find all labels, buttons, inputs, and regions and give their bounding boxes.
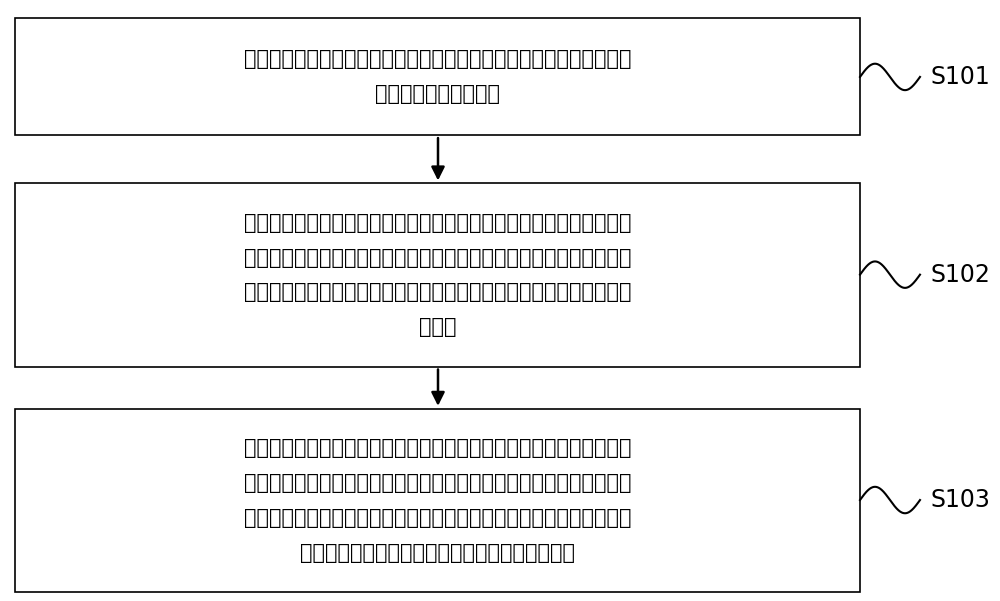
Text: 以及所述流动周期，获取谢尔兹数、泥沙沉降速度和泥沙在输沙层内的: 以及所述流动周期，获取谢尔兹数、泥沙沉降速度和泥沙在输沙层内的 xyxy=(244,248,631,267)
Text: 所述泥沙的相位残留，获取含沙动床面受水流侵蚀的深度、往复流边界: 所述泥沙的相位残留，获取含沙动床面受水流侵蚀的深度、往复流边界 xyxy=(244,508,631,528)
Text: 泥沙粒径以及流动周期: 泥沙粒径以及流动周期 xyxy=(375,84,500,104)
Text: S102: S102 xyxy=(930,263,990,287)
FancyBboxPatch shape xyxy=(15,409,860,592)
Text: 位残留: 位残留 xyxy=(419,317,456,337)
Text: 沉降时间与流动周期的比值，并获取泥沙对流速的相位漂移和泥沙的相: 沉降时间与流动周期的比值，并获取泥沙对流速的相位漂移和泥沙的相 xyxy=(244,282,631,302)
Text: 以所述外边界层流动速度为边界条件，根据所述泥沙粒径、所述流动周: 以所述外边界层流动速度为边界条件，根据所述泥沙粒径、所述流动周 xyxy=(244,438,631,458)
Text: S101: S101 xyxy=(930,65,990,89)
Text: 层厚度和边界层流速超前函数，进而确定泥沙通量: 层厚度和边界层流速超前函数，进而确定泥沙通量 xyxy=(300,543,575,563)
FancyBboxPatch shape xyxy=(15,183,860,367)
Text: S103: S103 xyxy=(930,488,990,512)
Text: 期、所述谢尔兹数、所述泥沙沉降速度、所述泥沙对流速的相位漂移和: 期、所述谢尔兹数、所述泥沙沉降速度、所述泥沙对流速的相位漂移和 xyxy=(244,473,631,493)
Text: 获取泵站引渠及前池水体的外边界层流动速度、泥沙与水的密度比值、: 获取泵站引渠及前池水体的外边界层流动速度、泥沙与水的密度比值、 xyxy=(244,49,631,69)
FancyBboxPatch shape xyxy=(15,18,860,135)
Text: 根据所述外边界层流动速度、所述泥沙与水的密度比值、所述泥沙粒径: 根据所述外边界层流动速度、所述泥沙与水的密度比值、所述泥沙粒径 xyxy=(244,213,631,233)
